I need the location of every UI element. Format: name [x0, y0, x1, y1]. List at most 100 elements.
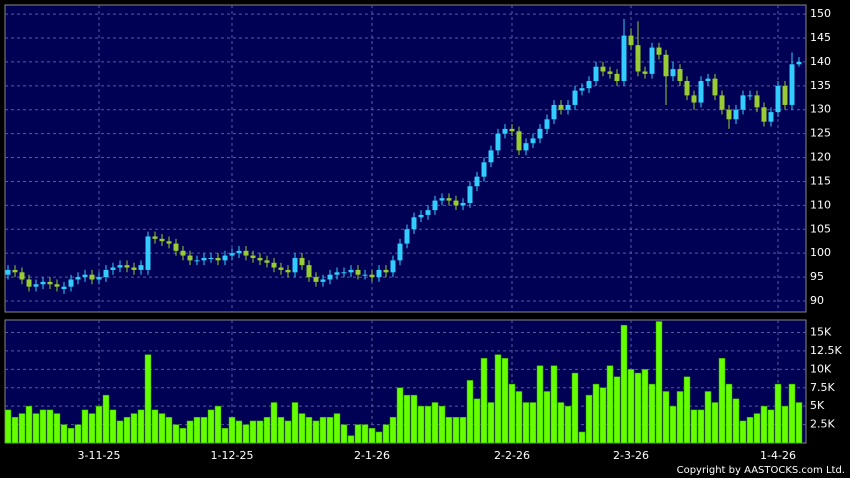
volume-bar [543, 391, 551, 444]
volume-bar [60, 424, 68, 444]
volume-bar [18, 413, 26, 444]
candle-body [691, 95, 697, 103]
volume-bar [697, 409, 705, 444]
volume-bar [4, 409, 12, 444]
candle-body [642, 71, 648, 74]
candle-body [726, 109, 732, 120]
y-tick-label: 120 [810, 151, 831, 164]
y-tick-label: 150 [810, 7, 831, 20]
candle-body [250, 255, 256, 258]
volume-bar [123, 416, 131, 444]
candle-body [572, 90, 578, 105]
volume-bar [487, 402, 495, 444]
y-tick-label: 140 [810, 55, 831, 68]
candle-body [257, 257, 263, 261]
volume-bar [102, 394, 110, 444]
volume-bar [46, 409, 54, 444]
candle-body [341, 272, 347, 274]
volume-bar [298, 413, 306, 444]
candle-body [33, 284, 39, 287]
volume-bar [39, 409, 47, 444]
volume-bar [291, 402, 299, 444]
x-tick-label: 1-4-26 [760, 449, 796, 462]
volume-bar [438, 405, 446, 444]
volume-bar [760, 405, 768, 444]
candle-body [334, 272, 340, 275]
x-tick-label: 2-1-26 [354, 449, 390, 462]
candle-body [425, 210, 431, 215]
candle-body [614, 73, 620, 82]
candle-body [285, 269, 291, 273]
volume-bar [137, 409, 145, 444]
volume-bar [340, 424, 348, 444]
volume-bar [557, 402, 565, 444]
candle-body [411, 217, 417, 230]
candle-body [600, 66, 606, 72]
candle-body [376, 269, 382, 278]
y-tick-label: 2.5K [810, 418, 835, 431]
y-tick-label: 5K [810, 399, 825, 412]
volume-bar [704, 391, 712, 444]
volume-bar [711, 402, 719, 444]
volume-bar [613, 376, 621, 444]
candle-body [404, 229, 410, 244]
x-tick-label: 3-11-25 [78, 449, 121, 462]
volume-bar [368, 428, 376, 444]
volume-bar [228, 416, 236, 444]
candle-body [495, 133, 501, 151]
y-tick-label: 90 [810, 294, 824, 307]
y-tick-label: 105 [810, 222, 831, 235]
volume-bar [494, 354, 502, 444]
volume-bar [676, 391, 684, 444]
candle-body [180, 250, 186, 256]
candle-body [467, 186, 473, 203]
candle-body [194, 260, 200, 262]
candle-body [243, 250, 249, 256]
volume-bar [732, 398, 740, 444]
volume-bar [417, 405, 425, 444]
candle-body [523, 143, 529, 151]
candle-body [733, 109, 739, 120]
y-tick-label: 15K [810, 326, 832, 339]
candle-body [649, 47, 655, 74]
candle-body [439, 198, 445, 201]
candle-body [152, 236, 158, 239]
candle-body [754, 95, 760, 108]
volume-bar [207, 409, 215, 444]
candle-body [621, 35, 627, 82]
volume-bar [795, 402, 803, 444]
volume-bar [284, 420, 292, 444]
candle-body [278, 267, 284, 270]
volume-bar [179, 428, 187, 444]
candle-body [586, 81, 592, 89]
candle-body [740, 95, 746, 110]
volume-bar [193, 416, 201, 444]
candle-body [124, 265, 130, 268]
candle-body [19, 272, 25, 280]
volume-bar [746, 416, 754, 444]
candle-body [68, 279, 74, 287]
volume-bar [466, 380, 474, 444]
candle-body [509, 128, 515, 132]
volume-bar [529, 402, 537, 444]
candle-body [488, 150, 494, 163]
candle-body [89, 274, 95, 280]
y-tick-label: 130 [810, 103, 831, 116]
y-tick-label: 95 [810, 270, 824, 283]
candle-body [362, 274, 368, 276]
candle-body [544, 119, 550, 129]
y-tick-label: 145 [810, 31, 831, 44]
candle-body [565, 104, 571, 110]
volume-bar [571, 372, 579, 444]
volume-bar [536, 365, 544, 444]
volume-bar [25, 405, 33, 444]
volume-bar [550, 365, 558, 444]
volume-bar [655, 321, 663, 444]
volume-bar [235, 420, 243, 444]
candle-body [61, 286, 67, 290]
candle-body [481, 162, 487, 177]
candle-body [355, 269, 361, 275]
volume-bar [459, 416, 467, 444]
volume-bar [354, 424, 362, 444]
